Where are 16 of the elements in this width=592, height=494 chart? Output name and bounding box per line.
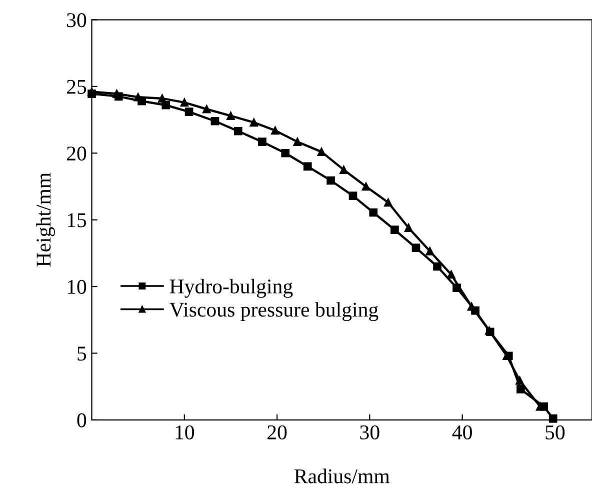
legend-label: Viscous pressure bulging — [170, 302, 378, 322]
y-tick-label: 10 — [68, 280, 86, 294]
y-tick-label: 15 — [68, 213, 86, 228]
x-tick-label: 20 — [268, 425, 287, 440]
x-tick-label: 10 — [176, 425, 194, 440]
y-tick-label: 20 — [66, 146, 86, 161]
y-axis-title: Height/mm — [36, 172, 55, 267]
x-axis-title: Radius/mm — [294, 468, 390, 484]
y-tick-label: 0 — [77, 413, 86, 428]
y-tick-label: 25 — [66, 80, 86, 94]
y-tick-label: 5 — [78, 346, 86, 361]
x-tick-label: 50 — [546, 425, 565, 440]
x-tick-label: 40 — [452, 425, 472, 440]
legend-label: Hydro-bulging — [170, 278, 293, 298]
y-tick-label: 30 — [67, 13, 86, 28]
x-tick-label: 30 — [360, 425, 380, 440]
